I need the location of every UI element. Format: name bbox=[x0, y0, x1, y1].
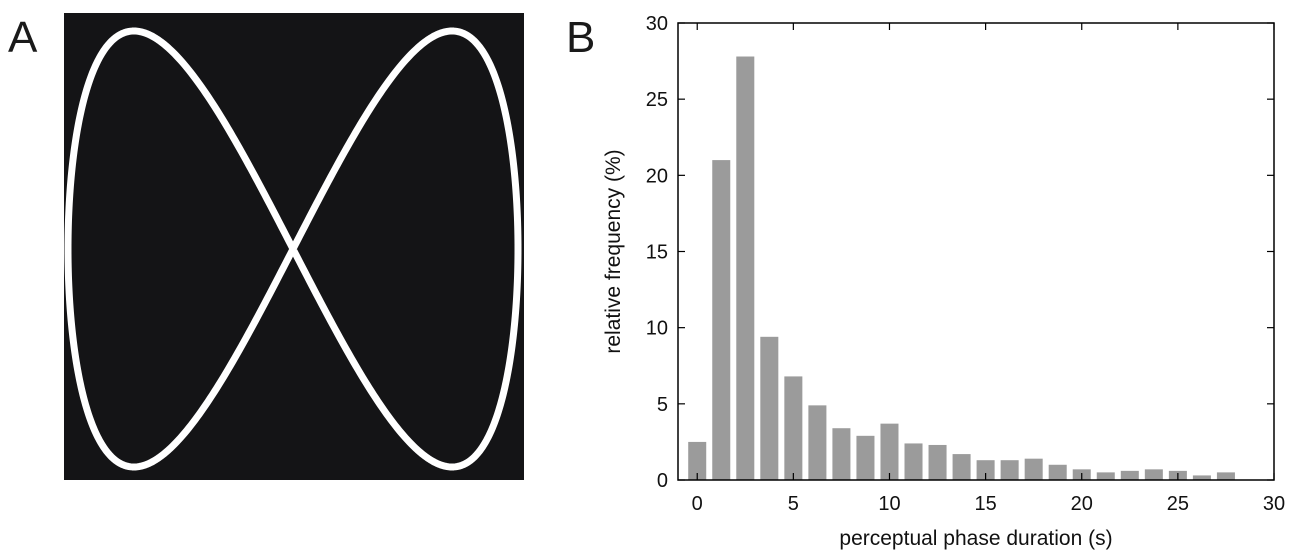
lissajous-figure-eight-icon bbox=[64, 27, 522, 471]
x-tick-label-30: 30 bbox=[1263, 493, 1285, 515]
x-tick-label-0: 0 bbox=[692, 493, 703, 515]
panel-label-b: B bbox=[566, 13, 596, 62]
y-tick-label-10: 10 bbox=[646, 318, 668, 340]
y-axis-ticks: 0 5 10 15 20 25 30 bbox=[646, 13, 1274, 492]
x-axis-ticks: 0 5 10 15 20 25 30 bbox=[692, 23, 1285, 515]
y-axis-label: relative frequency (%) bbox=[602, 149, 625, 353]
bar-10 bbox=[928, 444, 947, 480]
bar-12 bbox=[976, 460, 995, 480]
histogram-chart: 0 5 10 15 20 25 30 0 5 10 15 20 25 30 perceptual pha… bbox=[602, 13, 1285, 550]
bar-1 bbox=[712, 160, 731, 480]
bar-9 bbox=[904, 443, 923, 480]
bar-6 bbox=[832, 428, 851, 480]
bar-13 bbox=[1000, 460, 1019, 480]
bar-8 bbox=[880, 423, 899, 480]
x-tick-label-5: 5 bbox=[788, 493, 799, 515]
x-axis-label: perceptual phase duration (s) bbox=[839, 527, 1112, 550]
y-tick-label-5: 5 bbox=[657, 394, 668, 416]
bar-4 bbox=[784, 376, 803, 480]
y-tick-label-25: 25 bbox=[646, 89, 668, 111]
bar-22 bbox=[1216, 472, 1235, 480]
bar-5 bbox=[808, 405, 827, 480]
bar-14 bbox=[1024, 458, 1043, 480]
y-tick-label-0: 0 bbox=[657, 470, 668, 492]
bar-18 bbox=[1120, 470, 1139, 480]
bar-2 bbox=[736, 56, 755, 480]
x-tick-label-10: 10 bbox=[878, 493, 900, 515]
bar-15 bbox=[1048, 464, 1067, 480]
bar-21 bbox=[1192, 475, 1211, 480]
x-tick-label-25: 25 bbox=[1167, 493, 1189, 515]
bar-11 bbox=[952, 454, 971, 480]
lissajous-curve bbox=[64, 27, 522, 471]
y-tick-label-15: 15 bbox=[646, 242, 668, 264]
bar-0 bbox=[688, 441, 707, 480]
x-tick-label-15: 15 bbox=[974, 493, 996, 515]
bar-7 bbox=[856, 435, 875, 480]
y-tick-label-30: 30 bbox=[646, 13, 668, 35]
bar-17 bbox=[1096, 472, 1115, 480]
lissajous-stimulus bbox=[64, 13, 524, 480]
panel-label-a: A bbox=[8, 13, 38, 62]
y-tick-label-20: 20 bbox=[646, 165, 668, 187]
x-tick-label-20: 20 bbox=[1071, 493, 1093, 515]
bar-3 bbox=[760, 336, 779, 480]
bars-layer bbox=[688, 56, 1235, 480]
bar-19 bbox=[1144, 469, 1163, 480]
